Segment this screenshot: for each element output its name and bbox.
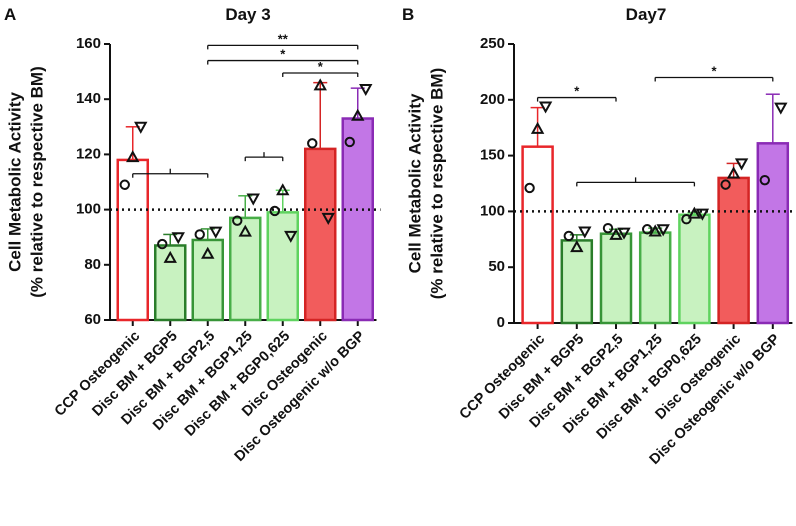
bar — [521, 145, 554, 325]
data-point — [578, 226, 592, 239]
bar — [638, 231, 672, 325]
y-tick-label: 80 — [84, 256, 101, 273]
data-point — [359, 83, 373, 97]
data-point — [695, 208, 710, 221]
data-point — [119, 179, 130, 190]
data-point — [609, 227, 623, 240]
significance-label: * — [280, 47, 286, 62]
data-point — [570, 240, 584, 253]
y-tick-label: 60 — [84, 311, 101, 328]
y-tick-label: 250 — [480, 35, 505, 52]
bar — [304, 147, 337, 322]
data-point — [726, 166, 741, 179]
significance-label: * — [574, 84, 580, 99]
data-point — [774, 102, 788, 115]
panel-letter: B — [402, 5, 414, 24]
data-point — [648, 224, 662, 237]
data-point — [720, 179, 731, 190]
data-point — [563, 230, 574, 242]
data-point — [313, 78, 327, 91]
data-point — [530, 121, 545, 134]
data-point — [163, 250, 177, 263]
y-tick-label: 50 — [488, 258, 505, 275]
data-point — [246, 193, 260, 206]
y-tick-label: 100 — [76, 201, 101, 218]
data-point — [656, 224, 670, 237]
data-point — [307, 138, 318, 149]
data-point — [759, 174, 770, 186]
chart-title: Day 3 — [225, 5, 270, 24]
y-tick-label: 140 — [76, 90, 101, 107]
data-point — [269, 205, 280, 217]
y-tick-label: 160 — [76, 35, 101, 52]
bar — [154, 244, 187, 322]
y-tick-label: 150 — [480, 147, 505, 164]
data-point — [642, 224, 653, 235]
bar — [191, 238, 224, 322]
y-axis-label: (% relative to respective BM) — [427, 68, 446, 299]
y-axis-label: Cell Metabolic Activity — [5, 92, 24, 272]
data-point — [134, 121, 148, 134]
data-point — [209, 226, 223, 239]
data-point — [276, 183, 290, 196]
data-point — [344, 136, 355, 148]
y-axis-label: Cell Metabolic Activity — [405, 93, 424, 273]
data-point — [602, 222, 614, 234]
y-axis-label: (% relative to respective BM) — [27, 66, 46, 297]
panel-letter: A — [4, 5, 16, 24]
data-point — [171, 232, 185, 245]
bar — [266, 211, 299, 322]
data-point — [201, 246, 215, 259]
data-point — [194, 229, 205, 240]
bar — [717, 176, 750, 325]
data-point — [687, 206, 702, 219]
data-point — [157, 238, 168, 250]
significance-label: * — [711, 63, 717, 78]
data-point — [351, 108, 365, 121]
significance-label: ** — [278, 31, 289, 46]
significance-label: * — [318, 59, 324, 74]
data-point — [734, 158, 749, 171]
data-point — [238, 224, 252, 237]
data-point — [232, 215, 243, 226]
bar — [599, 232, 633, 325]
bar — [560, 239, 594, 325]
chart-title: Day7 — [626, 5, 667, 24]
bar — [229, 216, 262, 322]
bar — [341, 117, 374, 322]
data-point — [538, 101, 553, 114]
data-point — [524, 182, 535, 194]
y-tick-label: 200 — [480, 91, 505, 108]
data-point — [284, 230, 298, 243]
data-point — [681, 214, 692, 225]
bar — [756, 142, 790, 325]
y-tick-label: 0 — [497, 314, 505, 331]
bar — [116, 158, 149, 322]
data-point — [321, 212, 335, 225]
y-tick-label: 120 — [76, 145, 101, 162]
bar — [678, 213, 711, 325]
data-point — [126, 150, 140, 163]
y-tick-label: 100 — [480, 202, 505, 219]
data-point — [617, 227, 631, 240]
